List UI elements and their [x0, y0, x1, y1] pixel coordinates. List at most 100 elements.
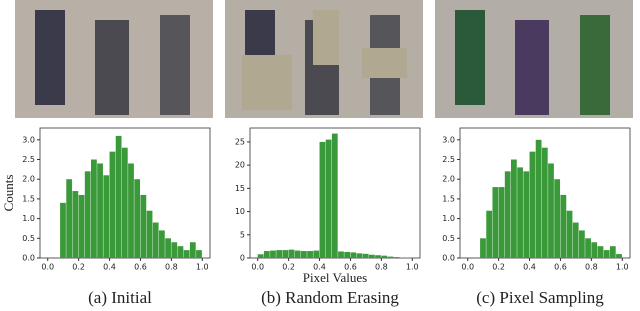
- bar: [535, 139, 542, 258]
- bar: [313, 250, 320, 258]
- y-tick-label: 0: [240, 254, 245, 263]
- x-tick-label: 0.2: [72, 263, 85, 272]
- bar: [72, 191, 79, 258]
- bar: [146, 210, 153, 258]
- bar: [140, 194, 147, 258]
- bar: [387, 256, 394, 258]
- person: [455, 10, 485, 105]
- x-tick-label: 0.0: [461, 263, 474, 272]
- bar: [91, 159, 97, 258]
- bar: [165, 238, 171, 258]
- x-tick-label: 0.4: [523, 263, 536, 272]
- bar: [597, 246, 604, 258]
- bar: [152, 222, 159, 258]
- bar: [375, 255, 381, 258]
- bar: [294, 250, 301, 258]
- bar: [103, 175, 110, 258]
- bar: [257, 254, 264, 258]
- bar: [159, 230, 165, 258]
- bar: [369, 254, 375, 258]
- x-tick-label: 0.2: [282, 263, 295, 272]
- x-tick-label: 0.6: [344, 263, 357, 272]
- bar: [183, 250, 190, 258]
- bar: [84, 171, 91, 258]
- bar: [609, 246, 616, 258]
- bar: [480, 238, 486, 258]
- bar: [189, 242, 196, 258]
- person: [35, 10, 65, 105]
- y-tick-label: 2.0: [442, 175, 455, 184]
- person: [95, 20, 129, 115]
- x-tick-label: 1.0: [196, 263, 209, 272]
- bar: [356, 253, 363, 258]
- y-tick-label: 3.0: [442, 135, 455, 144]
- bar: [560, 194, 567, 258]
- y-tick-label: 5: [240, 230, 245, 239]
- bar: [319, 141, 326, 258]
- y-tick-label: 1.0: [442, 214, 455, 223]
- bar: [60, 202, 66, 258]
- y-tick-label: 15: [235, 184, 245, 193]
- x-tick-label: 1.0: [406, 263, 419, 272]
- bar: [325, 139, 332, 258]
- bar: [579, 230, 585, 258]
- y-tick-label: 20: [235, 161, 245, 170]
- erase-patch: [242, 55, 292, 110]
- y-tick-label: 0.0: [22, 254, 35, 263]
- x-tick-label: 0.4: [103, 263, 116, 272]
- y-tick-label: 2.5: [22, 155, 35, 164]
- x-tick-label: 0.8: [585, 263, 598, 272]
- bar: [115, 135, 122, 258]
- y-tick-label: 2.5: [442, 155, 455, 164]
- bar: [486, 210, 493, 258]
- bar: [511, 159, 517, 258]
- bar: [171, 242, 178, 258]
- bar: [591, 242, 598, 258]
- bar: [121, 147, 128, 258]
- bar: [541, 147, 548, 258]
- photos: [15, 0, 633, 118]
- bar: [554, 179, 561, 258]
- bar: [393, 257, 400, 258]
- bar: [78, 194, 85, 258]
- bar: [134, 179, 141, 258]
- person: [580, 15, 610, 115]
- bar: [381, 255, 388, 258]
- bar: [616, 254, 622, 258]
- x-tick-label: 0.6: [554, 263, 567, 272]
- bar: [66, 179, 73, 258]
- bar: [517, 167, 523, 258]
- bar: [572, 222, 579, 258]
- bar: [307, 251, 313, 258]
- bar: [282, 250, 289, 258]
- y-tick-label: 3.0: [22, 135, 35, 144]
- x-tick-label: 0.8: [375, 263, 388, 272]
- y-axis-label: Counts: [1, 175, 16, 212]
- y-tick-label: 0.0: [442, 254, 455, 263]
- person: [515, 20, 549, 115]
- x-tick-label: 0.4: [313, 263, 326, 272]
- caption: (c) Pixel Sampling: [476, 288, 604, 307]
- y-tick-label: 1.5: [22, 194, 35, 203]
- x-axis-label: Pixel Values: [303, 270, 367, 285]
- y-tick-label: 2.0: [22, 175, 35, 184]
- y-tick-label: 25: [235, 137, 245, 146]
- bar: [263, 251, 270, 258]
- bar: [566, 210, 573, 258]
- bar: [603, 250, 610, 258]
- erase-patch: [313, 10, 339, 65]
- y-tick-label: 1.0: [22, 214, 35, 223]
- bar: [109, 151, 116, 258]
- y-tick-label: 10: [235, 207, 245, 216]
- bar: [177, 246, 184, 258]
- bar: [128, 163, 134, 258]
- bar: [529, 151, 536, 258]
- bar: [270, 250, 276, 258]
- x-tick-label: 1.0: [616, 263, 629, 272]
- bar: [585, 238, 591, 258]
- bar: [498, 187, 505, 258]
- y-tick-label: 0.5: [442, 234, 455, 243]
- bar: [196, 250, 202, 258]
- bar: [504, 171, 511, 258]
